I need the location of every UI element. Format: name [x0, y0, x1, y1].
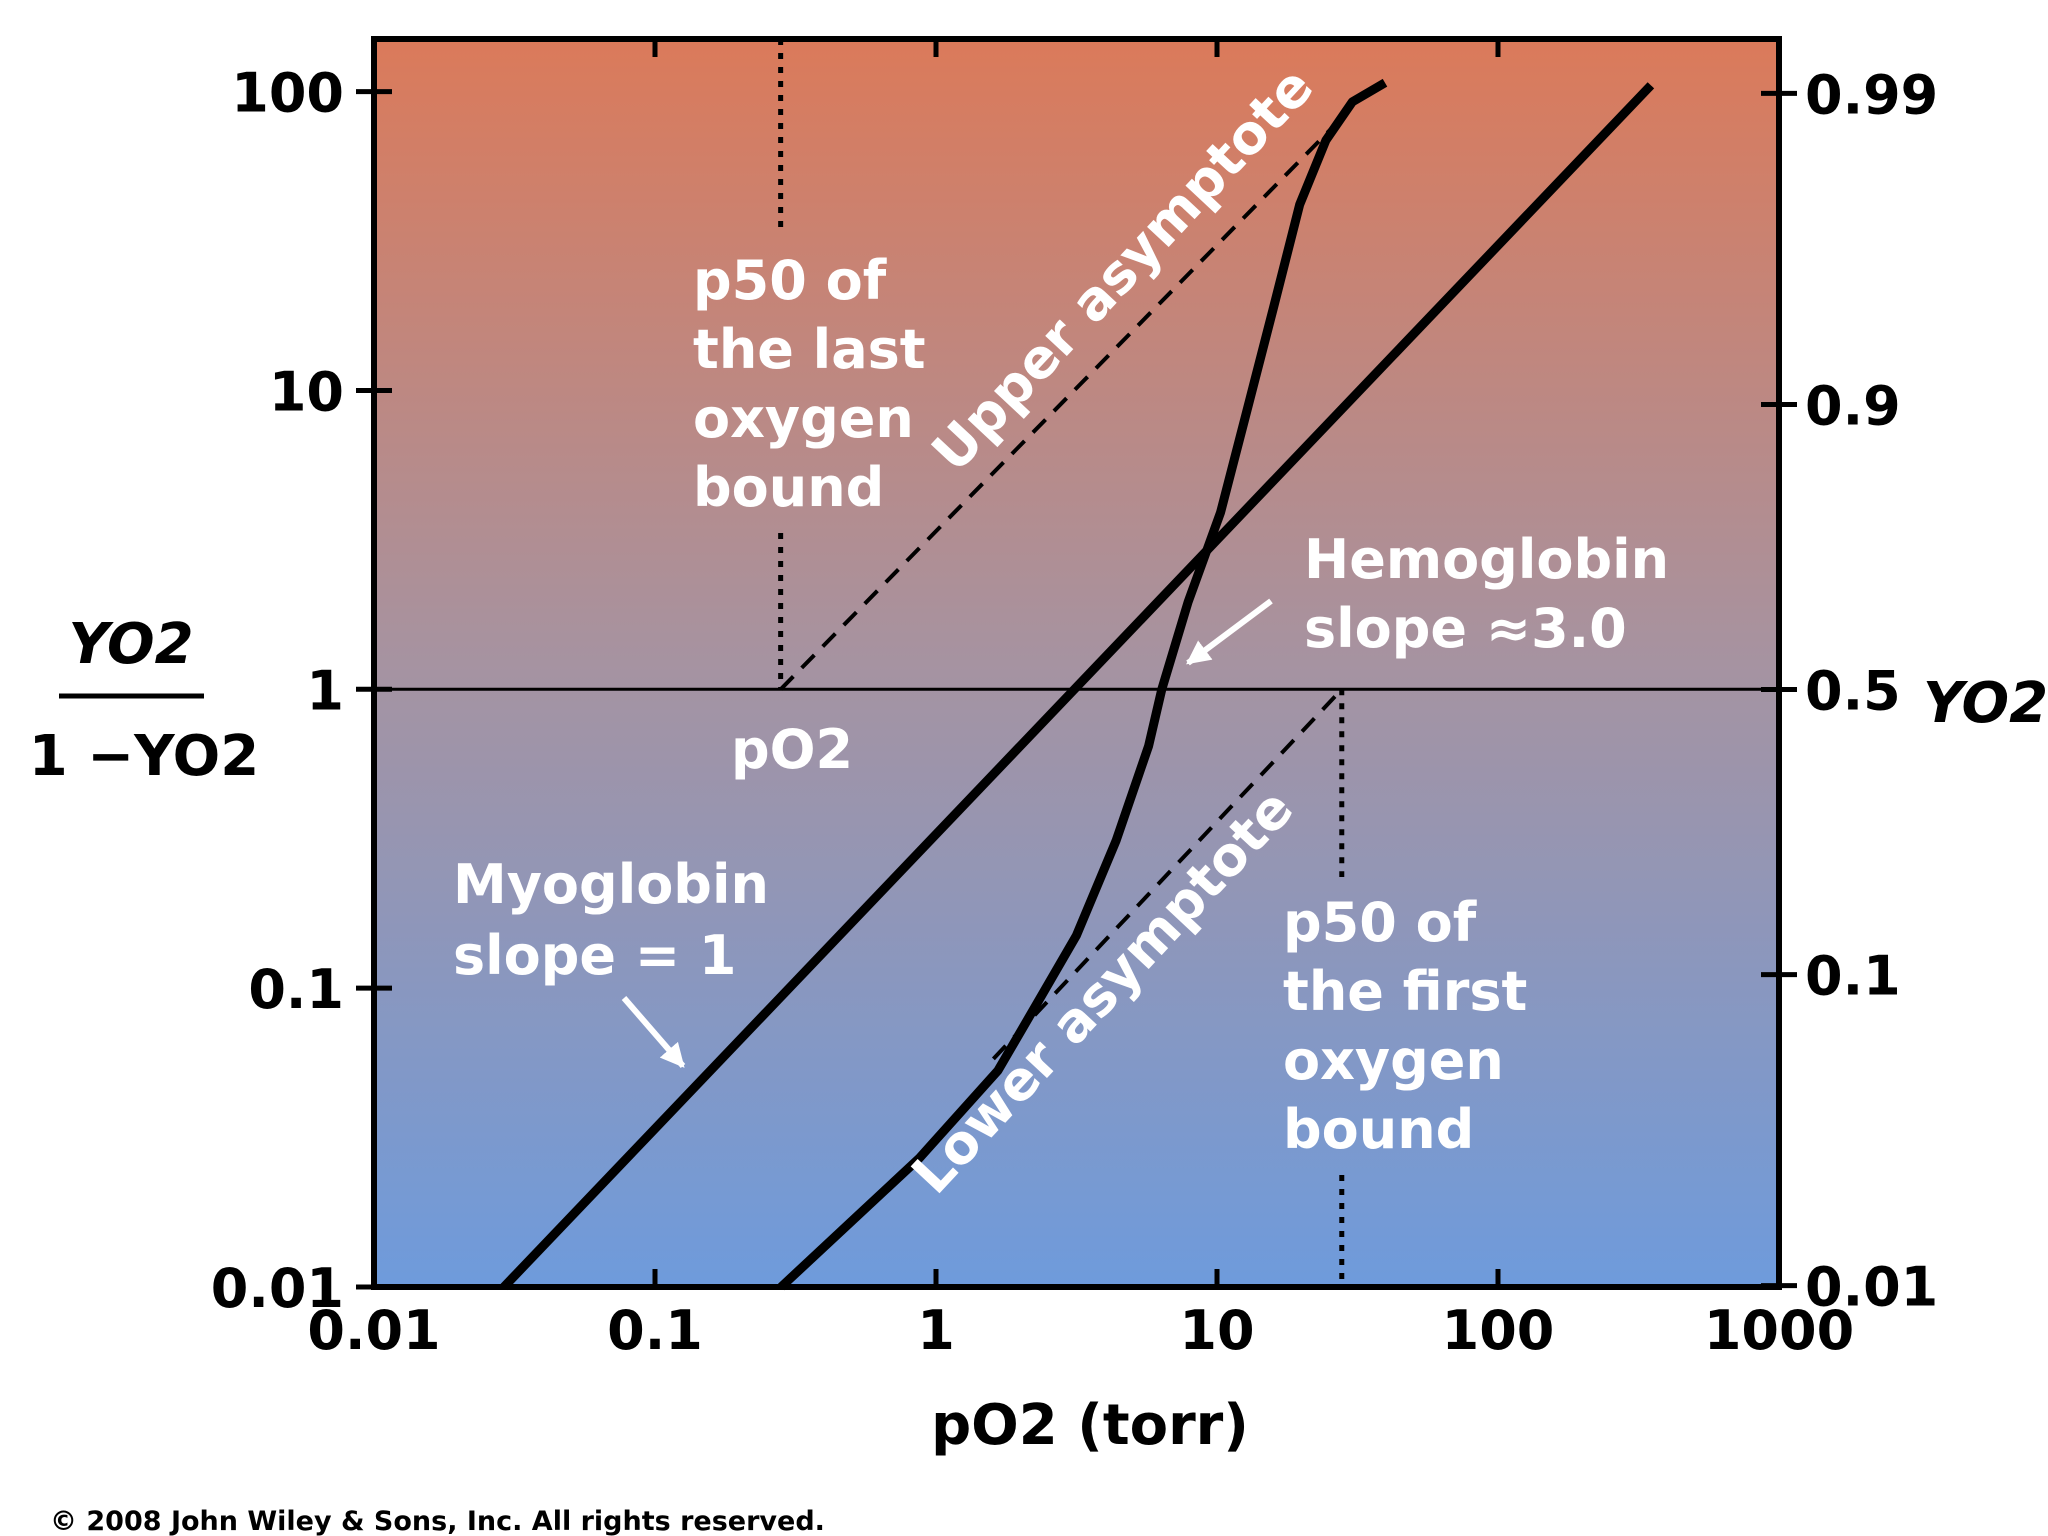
y-tick-label: 1 [306, 659, 344, 722]
y2-axis-label: YO2 [1923, 671, 2048, 736]
annotation-text: bound [693, 456, 884, 519]
series-note: slope = 1 [453, 924, 736, 987]
point-label: pO2 [731, 718, 853, 781]
series-label: Myoglobin [453, 853, 769, 916]
series-note: slope ≈3.0 [1304, 597, 1627, 660]
series-label: Hemoglobin [1304, 528, 1669, 591]
y-tick-label: 100 [231, 62, 344, 125]
x-tick-label: 1 [917, 1299, 955, 1362]
y-axis-label-denominator: 1 −YO2 [29, 724, 260, 789]
y-tick-label: 0.1 [248, 958, 344, 1021]
y2-tick-label: 0.9 [1805, 374, 1901, 437]
plot-background [374, 39, 1779, 1287]
annotation-text: the first [1283, 960, 1527, 1023]
annotation-text: bound [1283, 1098, 1474, 1161]
x-tick-label: 10 [1179, 1299, 1254, 1362]
series-line [779, 125, 1335, 691]
y-tick-label: 0.01 [211, 1257, 344, 1320]
copyright: © 2008 John Wiley & Sons, Inc. All right… [50, 1506, 825, 1536]
x-tick-label: 100 [1442, 1299, 1555, 1362]
y-tick-label: 10 [269, 360, 344, 423]
series-line [500, 82, 1655, 1291]
x-tick-label: 0.01 [307, 1299, 440, 1362]
annotation-text: oxygen [1283, 1029, 1504, 1092]
y2-tick-label: 0.1 [1805, 945, 1901, 1008]
annotation-text: p50 of [693, 249, 887, 312]
y2-tick-label: 0.5 [1805, 660, 1901, 723]
x-tick-label: 1000 [1704, 1299, 1854, 1362]
arrow [1186, 598, 1273, 666]
x-tick-label: 0.1 [607, 1299, 703, 1362]
y2-tick-label: 0.01 [1805, 1256, 1938, 1319]
series-line [991, 687, 1344, 1061]
arrow [621, 996, 686, 1068]
plot-frame [371, 36, 1782, 1290]
annotation-text: the last [693, 318, 926, 381]
annotation-text: oxygen [693, 387, 914, 450]
y-axis-label-numerator: YO2 [68, 612, 193, 677]
x-axis-label: pO2 (torr) [931, 1393, 1249, 1458]
y2-tick-label: 0.99 [1805, 63, 1938, 126]
annotation-text: p50 of [1283, 891, 1477, 954]
series-line [778, 78, 1388, 1291]
